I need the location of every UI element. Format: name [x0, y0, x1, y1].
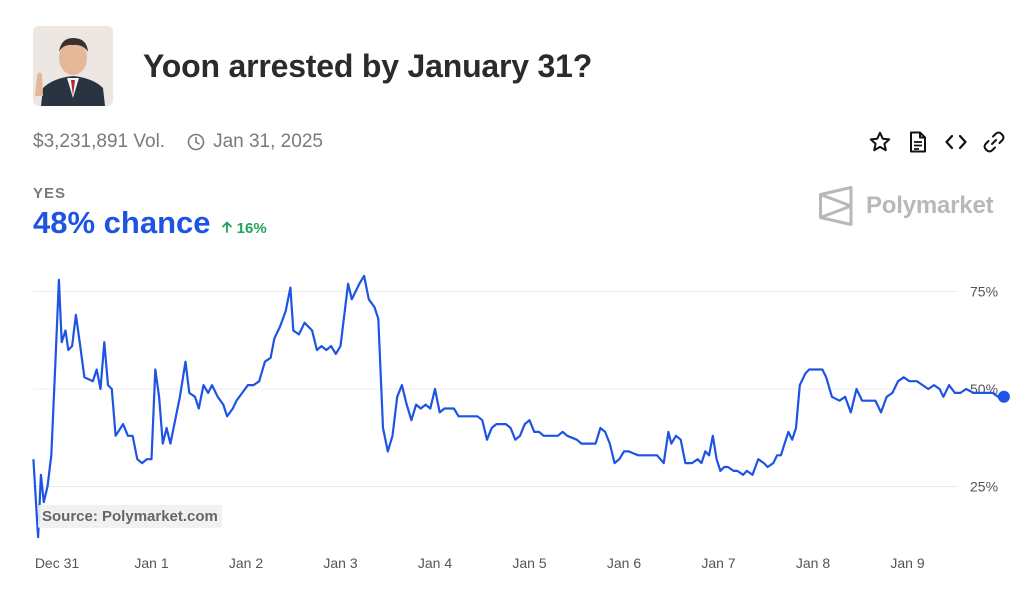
x-tick-label: Jan 8 [796, 555, 830, 571]
x-tick-label: Jan 5 [512, 555, 546, 571]
arrow-up-icon [221, 221, 232, 233]
market-avatar [33, 26, 113, 106]
y-tick-label: 25% [970, 479, 998, 495]
x-tick-label: Jan 9 [890, 555, 924, 571]
chance-display: 48% chance 16% [33, 205, 267, 241]
market-title: Yoon arrested by January 31? [143, 48, 593, 84]
chance-percent: 48% chance [33, 205, 211, 240]
star-icon [869, 131, 891, 152]
y-tick-label: 75% [970, 284, 998, 300]
x-tick-label: Jan 6 [607, 555, 641, 571]
code-icon [945, 134, 967, 150]
volume-text: $3,231,891 Vol. [33, 131, 166, 152]
rules-document-button[interactable] [906, 130, 930, 154]
x-tick-label: Jan 3 [323, 555, 357, 571]
link-icon [983, 131, 1005, 153]
x-tick-label: Jan 2 [229, 555, 263, 571]
clock-icon [187, 133, 205, 151]
polymarket-brand: Polymarket [818, 186, 994, 226]
market-meta: $3,231,891 Vol. Jan 31, 2025 [33, 131, 323, 153]
copy-link-button[interactable] [982, 130, 1006, 154]
embed-button[interactable] [944, 130, 968, 154]
document-icon [910, 131, 926, 153]
x-tick-label: Jan 1 [134, 555, 168, 571]
x-tick-label: Dec 31 [35, 555, 80, 571]
current-price-dot[interactable] [997, 390, 1010, 403]
chance-delta: 16% [221, 220, 267, 237]
yes-price-line [32, 274, 1004, 539]
x-tick-label: Jan 7 [701, 555, 735, 571]
x-tick-label: Jan 4 [418, 555, 452, 571]
market-toolbar [868, 130, 1006, 154]
brand-name: Polymarket [866, 192, 994, 219]
star-button[interactable] [868, 130, 892, 154]
end-date-text: Jan 31, 2025 [213, 131, 323, 152]
chart-source-label: Source: Polymarket.com [38, 505, 222, 528]
end-date: Jan 31, 2025 [187, 131, 323, 153]
chance-delta-value: 16% [236, 220, 267, 237]
avatar-portrait-image [33, 26, 113, 106]
outcome-label: YES [33, 185, 67, 202]
polymarket-logo-icon [819, 186, 853, 226]
